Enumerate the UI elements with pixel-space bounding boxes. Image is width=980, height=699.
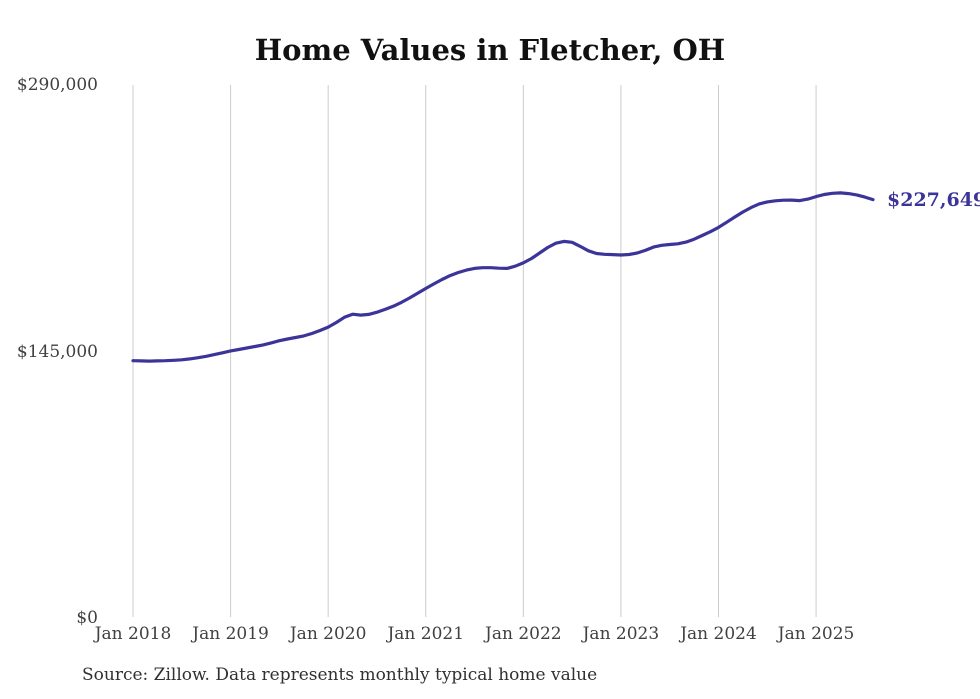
y-tick-label: $0 [76,608,98,628]
x-tick-label: Jan 2025 [777,624,855,644]
x-tick-label: Jan 2024 [680,624,757,644]
x-tick-label: Jan 2022 [485,624,562,644]
y-tick-label: $145,000 [16,341,98,362]
x-tick-label: Jan 2021 [387,624,465,644]
x-tick-label: Jan 2018 [94,624,172,644]
value-line [131,191,875,363]
x-tick-label: Jan 2020 [289,624,367,644]
x-tick-label: Jan 2019 [192,624,269,644]
latest-value-label: $227,649 [887,188,980,211]
y-tick-label: $290,000 [16,75,98,95]
source-note: Source: Zillow. Data represents monthly … [82,665,598,685]
chart-title: Home Values in Fletcher, OH [254,33,726,67]
x-tick-label: Jan 2023 [582,624,660,644]
